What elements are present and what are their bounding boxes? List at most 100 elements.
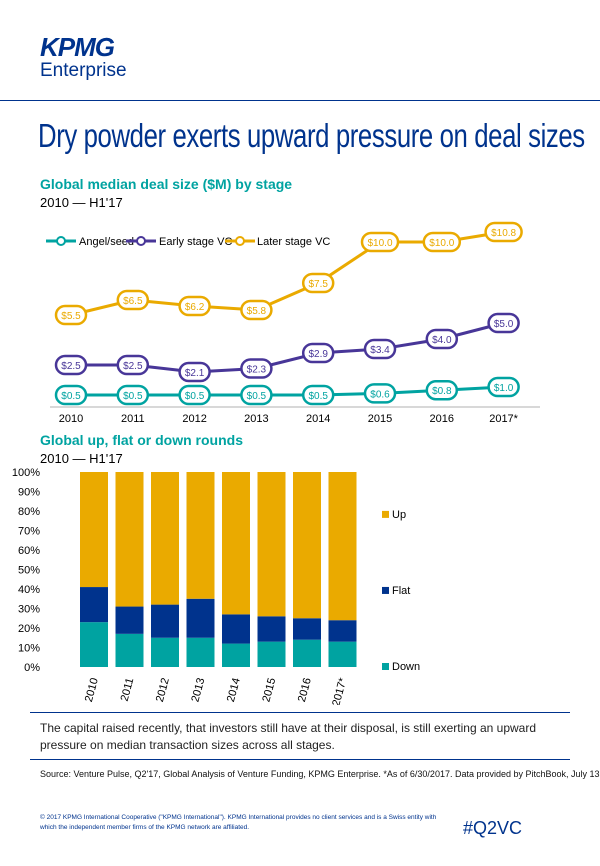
bar-up-2012 [151, 472, 179, 605]
data-label-later-stage-vc-2016: $10.0 [429, 238, 454, 249]
data-label-later-stage-vc-2014: $7.5 [308, 279, 328, 290]
x-tick-label: 2014 [306, 413, 330, 425]
data-point-early-stage-vc-2013 [240, 358, 273, 379]
x-tick-label: 2012 [154, 677, 172, 704]
bar-chart-title: Global up, flat or down rounds [40, 432, 243, 448]
data-label-later-stage-vc-2017: $10.8 [491, 228, 516, 239]
data-label-later-stage-vc-2011: $6.5 [123, 296, 143, 307]
x-tick-label: 2013 [189, 677, 207, 704]
data-label-angel-seed-2015: $0.6 [370, 389, 390, 400]
y-tick-label: 20% [18, 623, 40, 635]
x-tick-label: 2013 [244, 413, 268, 425]
data-point-later-stage-vc-2014 [301, 272, 335, 294]
bar-flat-2016 [293, 618, 321, 640]
caption-top-rule [30, 712, 570, 713]
caption-bottom-rule [30, 759, 570, 760]
x-tick-label: 2016 [430, 413, 454, 425]
legend-label-angel-seed: Angel/seed [79, 236, 134, 248]
line-chart-title: Global median deal size ($M) by stage [40, 176, 293, 192]
bar-down-2012 [151, 637, 179, 667]
bar-up-2014 [222, 472, 250, 615]
y-tick-label: 60% [18, 545, 40, 557]
y-tick-label: 10% [18, 643, 40, 655]
data-label-early-stage-vc-2016: $4.0 [432, 335, 452, 346]
legend-marker-early-stage [136, 236, 146, 246]
bar-chart-subtitle: 2010 — H1'17 [40, 451, 123, 466]
data-point-later-stage-vc-2016 [422, 231, 462, 253]
data-point-angel-seed-2014 [301, 384, 335, 406]
bar-down-2016 [293, 639, 321, 667]
copyright-footer: © 2017 KPMG International Cooperative ("… [40, 814, 437, 831]
x-tick-label: 2010 [59, 413, 83, 425]
data-label-angel-seed-2011: $0.5 [123, 391, 143, 402]
data-point-later-stage-vc-2011 [116, 289, 150, 311]
kpmg-logo: KPMG [40, 32, 115, 62]
x-tick-label: 2017* [489, 413, 518, 425]
legend-label-later-stage: Later stage VC [257, 236, 330, 248]
bar-down-2013 [186, 637, 215, 667]
bar-up-2011 [115, 472, 144, 607]
data-point-later-stage-vc-2012 [178, 295, 211, 317]
legend-swatch-down [382, 663, 389, 670]
bar-down-2011 [115, 633, 144, 667]
data-label-later-stage-vc-2013: $5.8 [247, 306, 267, 317]
data-label-later-stage-vc-2012: $6.2 [185, 302, 205, 313]
hashtag: #Q2VC [463, 818, 523, 838]
data-point-early-stage-vc-2017 [487, 312, 520, 334]
data-point-early-stage-vc-2016 [425, 328, 459, 350]
x-tick-label: 2010 [83, 677, 101, 704]
y-tick-label: 50% [18, 565, 40, 577]
legend-label-early-stage: Early stage VC [159, 236, 232, 248]
data-point-angel-seed-2017 [487, 376, 520, 398]
y-tick-label: 0% [24, 662, 40, 674]
x-tick-label: 2015 [368, 413, 392, 425]
data-point-early-stage-vc-2010 [54, 354, 88, 376]
data-label-early-stage-vc-2013: $2.3 [247, 365, 267, 376]
data-label-angel-seed-2010: $0.5 [61, 391, 81, 402]
data-point-angel-seed-2011 [116, 384, 150, 406]
data-point-later-stage-vc-2017 [484, 221, 523, 243]
data-label-early-stage-vc-2017: $5.0 [494, 319, 514, 330]
bar-down-2014 [222, 643, 250, 667]
data-point-early-stage-vc-2012 [178, 361, 211, 383]
y-tick-label: 30% [18, 604, 40, 616]
data-point-angel-seed-2013 [240, 384, 273, 406]
bar-flat-2015 [257, 616, 286, 642]
legend-swatch-flat [382, 586, 389, 594]
data-point-later-stage-vc-2015 [360, 231, 400, 253]
legend-swatch-up [382, 510, 389, 518]
bar-flat-2012 [151, 604, 179, 638]
data-label-early-stage-vc-2010: $2.5 [61, 361, 81, 372]
legend-label-down: Down [392, 661, 420, 673]
data-point-angel-seed-2015 [363, 383, 397, 404]
page-title: Dry powder exerts upward pressure on dea… [38, 117, 585, 154]
line-chart-subtitle: 2010 — H1'17 [40, 195, 123, 210]
x-tick-label: 2011 [121, 413, 145, 425]
data-point-early-stage-vc-2014 [301, 342, 335, 364]
data-point-early-stage-vc-2011 [116, 354, 150, 376]
x-tick-label: 2016 [296, 677, 314, 704]
legend-label-flat: Flat [392, 585, 410, 597]
data-point-angel-seed-2012 [178, 384, 211, 406]
data-label-early-stage-vc-2015: $3.4 [370, 345, 390, 356]
caption-text: The capital raised recently, that invest… [40, 721, 537, 752]
x-tick-label: 2011 [119, 677, 137, 703]
bar-down-2010 [80, 622, 108, 667]
bar-up-2016 [293, 472, 321, 619]
bar-chart: 0% 10% 20% 30% 40% 50% 60% 70% 80% 90% 100% 2010 201… [12, 467, 420, 705]
bar-flat-2017 [328, 620, 357, 642]
bar-flat-2011 [115, 606, 144, 634]
line-legend: Angel/seed Early stage VC Later stage VC [46, 236, 330, 248]
bar-up-2017 [328, 472, 357, 621]
y-tick-label: 70% [18, 526, 40, 538]
data-label-later-stage-vc-2010: $5.5 [61, 311, 81, 322]
legend-marker-later-stage [235, 236, 245, 246]
legend-marker-angel-seed [56, 236, 66, 246]
header-rule [0, 100, 600, 101]
source-note: Source: Venture Pulse, Q2'17, Global Ana… [40, 769, 600, 779]
bar-flat-2013 [186, 598, 215, 638]
data-label-early-stage-vc-2012: $2.1 [185, 368, 205, 379]
data-point-angel-seed-2010 [54, 384, 88, 406]
bar-up-2013 [186, 472, 215, 599]
y-tick-label: 80% [18, 506, 40, 518]
